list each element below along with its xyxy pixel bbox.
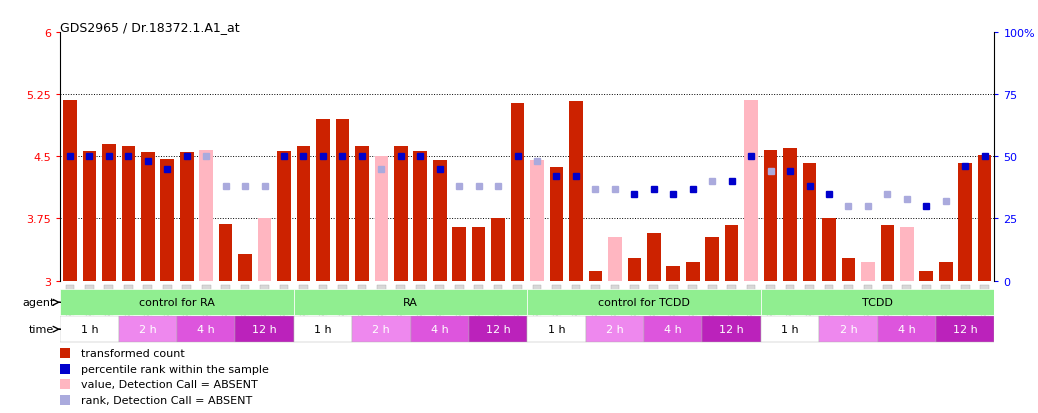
- Text: rank, Detection Call = ABSENT: rank, Detection Call = ABSENT: [81, 395, 252, 405]
- Bar: [939, 263, 953, 281]
- Text: 4 h: 4 h: [431, 324, 448, 335]
- Bar: [352, 316, 410, 342]
- Text: TCDD: TCDD: [863, 297, 893, 308]
- Bar: [706, 238, 719, 281]
- Bar: [920, 271, 933, 281]
- Bar: [469, 316, 527, 342]
- Bar: [355, 147, 368, 281]
- Text: 1 h: 1 h: [315, 324, 332, 335]
- Text: 12 h: 12 h: [486, 324, 511, 335]
- Text: transformed count: transformed count: [81, 348, 185, 358]
- Text: control for TCDD: control for TCDD: [598, 297, 690, 308]
- Bar: [83, 151, 97, 281]
- Bar: [199, 150, 213, 281]
- Bar: [819, 316, 878, 342]
- Bar: [880, 225, 894, 281]
- Text: 1 h: 1 h: [548, 324, 566, 335]
- Bar: [236, 316, 294, 342]
- Bar: [608, 238, 622, 281]
- Bar: [294, 316, 352, 342]
- Bar: [686, 263, 700, 281]
- Bar: [472, 227, 486, 281]
- Bar: [569, 102, 582, 281]
- Bar: [589, 271, 602, 281]
- Bar: [761, 290, 994, 316]
- Bar: [161, 159, 174, 281]
- Text: percentile rank within the sample: percentile rank within the sample: [81, 364, 269, 374]
- Text: RA: RA: [403, 297, 418, 308]
- Bar: [121, 146, 135, 281]
- Bar: [375, 157, 388, 281]
- Text: 2 h: 2 h: [139, 324, 157, 335]
- Bar: [335, 120, 349, 281]
- Text: 2 h: 2 h: [373, 324, 390, 335]
- Bar: [141, 153, 155, 281]
- Bar: [862, 263, 875, 281]
- Bar: [239, 254, 252, 281]
- Bar: [744, 101, 758, 281]
- Bar: [647, 234, 660, 281]
- Bar: [433, 161, 446, 281]
- Bar: [530, 161, 544, 281]
- Text: 4 h: 4 h: [197, 324, 215, 335]
- Bar: [411, 316, 469, 342]
- Bar: [666, 267, 680, 281]
- Bar: [802, 164, 816, 281]
- Bar: [180, 153, 193, 281]
- Text: agent: agent: [22, 297, 54, 308]
- Text: 4 h: 4 h: [664, 324, 682, 335]
- Text: control for RA: control for RA: [139, 297, 215, 308]
- Bar: [628, 259, 641, 281]
- Bar: [394, 146, 408, 281]
- Bar: [958, 164, 972, 281]
- Bar: [725, 225, 738, 281]
- Bar: [176, 316, 236, 342]
- Text: value, Detection Call = ABSENT: value, Detection Call = ABSENT: [81, 379, 257, 389]
- Bar: [784, 149, 797, 281]
- Text: 12 h: 12 h: [953, 324, 978, 335]
- Bar: [219, 225, 233, 281]
- Bar: [550, 168, 564, 281]
- Bar: [900, 227, 913, 281]
- Bar: [761, 316, 819, 342]
- Bar: [936, 316, 994, 342]
- Bar: [60, 316, 118, 342]
- Bar: [978, 155, 991, 281]
- Bar: [257, 219, 271, 281]
- Bar: [453, 227, 466, 281]
- Text: GDS2965 / Dr.18372.1.A1_at: GDS2965 / Dr.18372.1.A1_at: [60, 21, 240, 33]
- Bar: [102, 145, 115, 281]
- Bar: [527, 290, 761, 316]
- Text: 2 h: 2 h: [840, 324, 857, 335]
- Bar: [60, 290, 294, 316]
- Text: 1 h: 1 h: [81, 324, 99, 335]
- Bar: [317, 120, 330, 281]
- Bar: [511, 103, 524, 281]
- Bar: [527, 316, 585, 342]
- Text: 2 h: 2 h: [606, 324, 624, 335]
- Bar: [764, 150, 777, 281]
- Bar: [877, 316, 936, 342]
- Bar: [585, 316, 644, 342]
- Bar: [491, 219, 504, 281]
- Bar: [703, 316, 761, 342]
- Text: 12 h: 12 h: [719, 324, 744, 335]
- Text: 1 h: 1 h: [782, 324, 799, 335]
- Bar: [294, 290, 527, 316]
- Bar: [413, 151, 427, 281]
- Bar: [644, 316, 703, 342]
- Bar: [842, 259, 855, 281]
- Bar: [277, 151, 291, 281]
- Text: 12 h: 12 h: [252, 324, 277, 335]
- Bar: [63, 101, 77, 281]
- Text: time: time: [29, 324, 54, 335]
- Text: 4 h: 4 h: [898, 324, 916, 335]
- Bar: [118, 316, 176, 342]
- Bar: [822, 219, 836, 281]
- Bar: [297, 147, 310, 281]
